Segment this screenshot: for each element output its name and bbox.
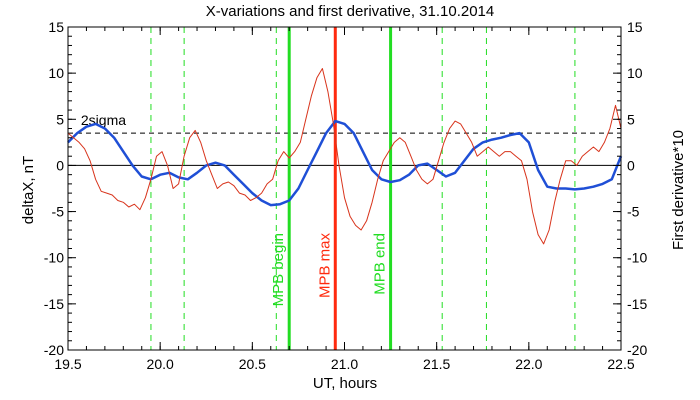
y-tick-label-left: 5 [56,111,64,127]
y-tick-label-left: -20 [44,342,64,358]
derivative-line [67,68,622,245]
y-tick-label-left: -10 [44,250,64,266]
y-tick-label-right: 15 [627,19,643,35]
marker-label: MPB begin [270,233,287,306]
marker-label: MPB end [372,233,389,295]
y-tick-label-right: 10 [627,65,643,81]
x-axis-label: UT, hours [313,375,377,392]
x-tick-label: 22.0 [515,356,542,372]
y-tick-label-left: 0 [56,157,64,173]
x-tick-label: 21.0 [331,356,358,372]
x-tick-label: 21.5 [423,356,450,372]
x-tick-label: 19.5 [54,356,81,372]
y-axis-label-right: First derivative*10 [670,130,687,250]
chart-title: X-variations and first derivative, 31.10… [206,3,495,20]
y-tick-label-right: -10 [627,250,647,266]
y-tick-label-left: -15 [44,296,64,312]
y-tick-label-left: 10 [48,65,64,81]
y-tick-label-left: -5 [52,204,65,220]
y-axis-label-left: deltaX, nT [20,156,37,224]
y-tick-label-right: 0 [627,157,635,173]
y-tick-label-right: -5 [627,204,640,220]
y-tick-label-left: 15 [48,19,64,35]
x-tick-label: 20.0 [147,356,174,372]
series-layer [67,68,623,245]
marker-label: MPB max [316,233,333,299]
y-tick-label-right: -15 [627,296,647,312]
x-tick-label: 20.5 [239,356,266,372]
axes-layer: 19.5 20.0 20.5 21.0 21.5 22.0 22.5-20 -20-15 -15… [44,19,648,372]
deltaX-line [67,119,623,207]
x-tick-label: 22.5 [607,356,634,372]
y-tick-label-right: -20 [627,342,647,358]
y-tick-label-right: 5 [627,111,635,127]
